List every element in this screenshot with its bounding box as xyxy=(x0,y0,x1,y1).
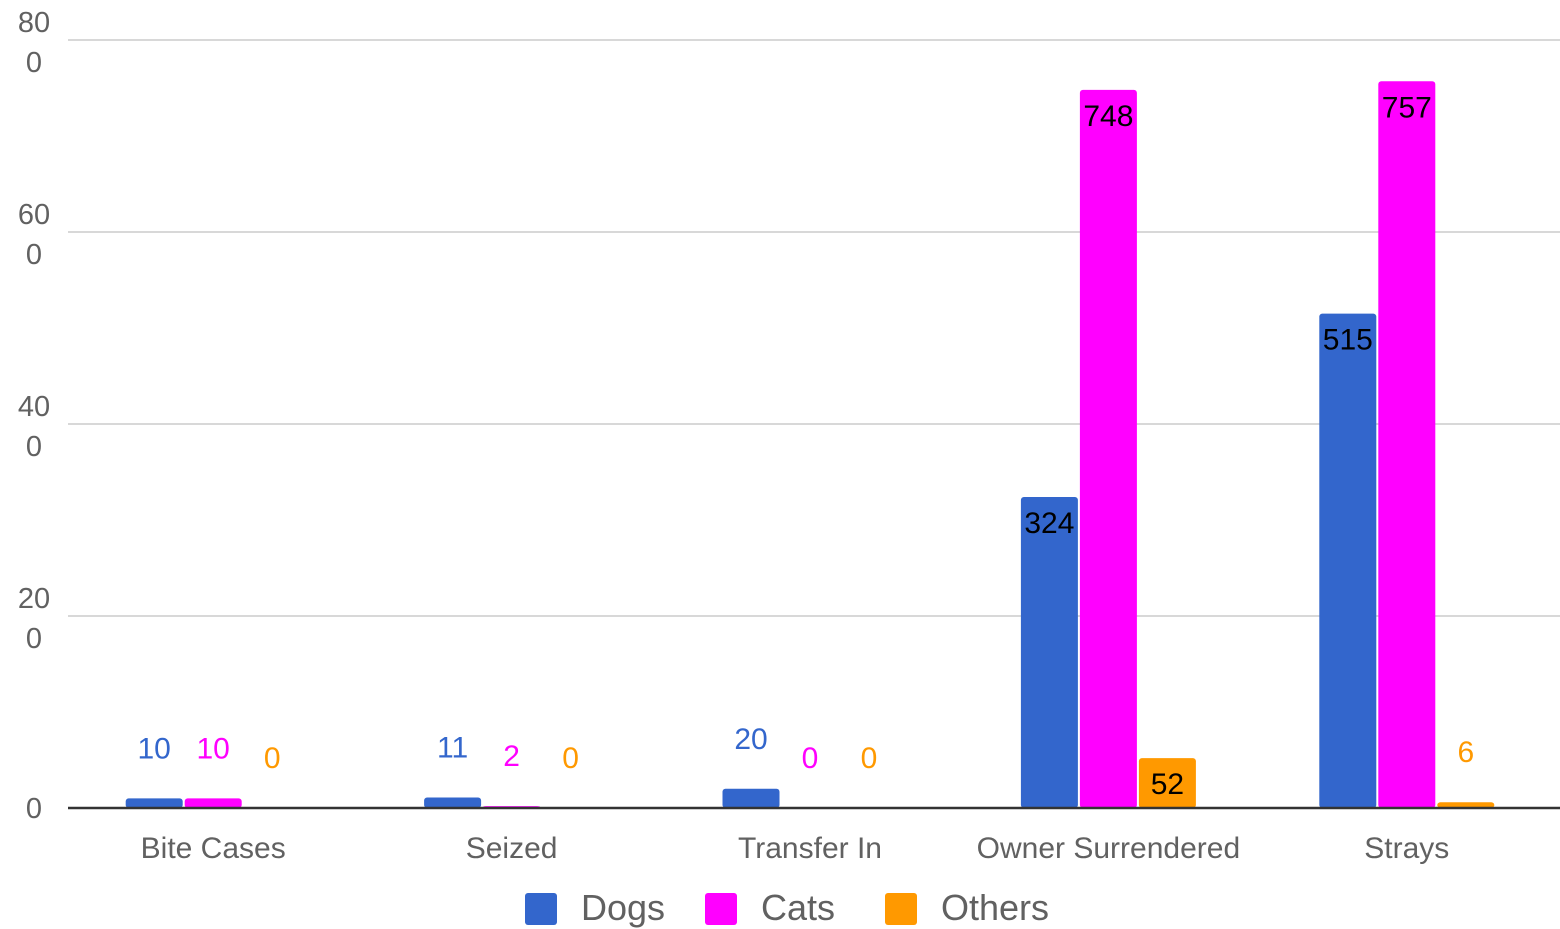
data-label-cats: 748 xyxy=(1083,100,1133,133)
bar-others xyxy=(1138,758,1196,808)
data-label-cats: 2 xyxy=(503,740,520,773)
bar-dogs xyxy=(424,797,482,808)
bar-others xyxy=(1437,802,1495,808)
data-label-cats: 10 xyxy=(197,732,230,765)
legend-swatch-others xyxy=(885,893,917,925)
data-label-others: 6 xyxy=(1457,736,1474,769)
bars xyxy=(125,81,1495,809)
y-tick-label: 20 0 xyxy=(18,583,50,655)
x-tick-label: Transfer In xyxy=(738,832,882,865)
bar-dogs xyxy=(1020,496,1078,808)
legend: Dogs Cats Others xyxy=(525,887,1049,928)
data-label-dogs: 10 xyxy=(138,732,171,765)
data-label-others: 0 xyxy=(264,742,281,775)
bar-dogs xyxy=(1319,313,1377,808)
legend-label-cats: Cats xyxy=(761,887,835,928)
bar-cats xyxy=(1378,81,1436,808)
y-axis-ticks: 0 20 0 40 0 60 0 80 0 xyxy=(18,7,50,825)
x-tick-label: Bite Cases xyxy=(141,832,286,865)
data-label-others: 52 xyxy=(1151,768,1184,801)
y-tick-label: 0 xyxy=(26,793,42,825)
data-label-dogs: 324 xyxy=(1024,507,1074,540)
y-tick-label: 80 0 xyxy=(18,7,50,79)
y-tick-label: 60 0 xyxy=(18,199,50,271)
data-label-dogs: 11 xyxy=(437,731,468,764)
legend-label-others: Others xyxy=(941,887,1049,928)
data-label-others: 0 xyxy=(861,742,878,775)
x-tick-label: Seized xyxy=(466,832,558,865)
bar-dogs xyxy=(125,798,183,808)
data-label-others: 0 xyxy=(562,742,579,775)
bar-cats xyxy=(1079,89,1137,809)
bar-dogs xyxy=(722,788,780,808)
data-label-dogs: 515 xyxy=(1323,324,1373,357)
y-tick-label: 40 0 xyxy=(18,391,50,463)
data-label-dogs: 20 xyxy=(734,723,767,756)
legend-label-dogs: Dogs xyxy=(581,887,665,928)
x-tick-label: Strays xyxy=(1364,832,1449,865)
legend-swatch-cats xyxy=(705,893,737,925)
data-label-cats: 757 xyxy=(1382,91,1432,124)
x-tick-label: Owner Surrendered xyxy=(977,832,1240,865)
x-axis-ticks: Bite Cases Seized Transfer In Owner Surrend… xyxy=(141,832,1450,865)
bar-cats xyxy=(184,798,242,808)
legend-swatch-dogs xyxy=(525,893,557,925)
data-label-cats: 0 xyxy=(802,742,819,775)
gridlines xyxy=(68,39,1560,617)
